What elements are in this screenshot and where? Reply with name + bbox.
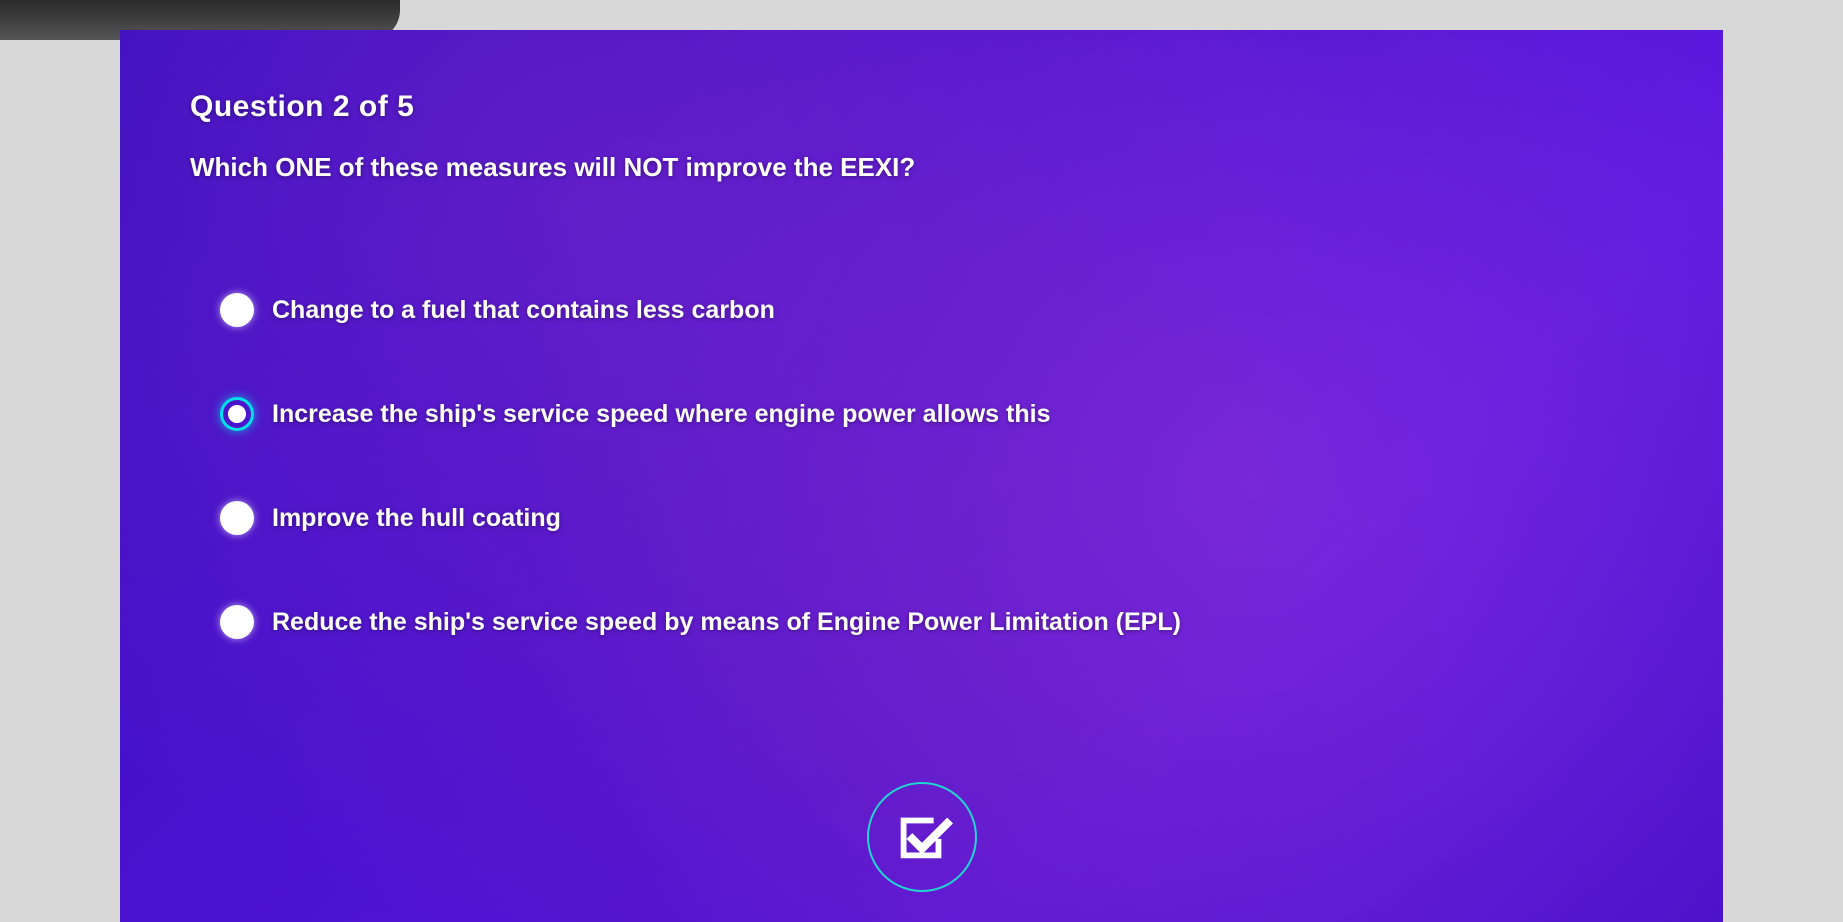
screen: Question 2 of 5 Which ONE of these measu… [0,0,1843,922]
checkbox-checked-icon [891,804,953,871]
radio-icon[interactable] [220,501,254,535]
option-label: Reduce the ship's service speed by means… [272,608,1181,637]
question-text: Which ONE of these measures will NOT imp… [190,152,1653,183]
counter-prefix: Question [190,90,324,123]
submit-area [120,782,1723,892]
option-0[interactable]: Change to a fuel that contains less carb… [220,293,1653,327]
option-label: Change to a fuel that contains less carb… [272,296,775,325]
counter-of: of [359,90,388,123]
option-3[interactable]: Reduce the ship's service speed by means… [220,605,1653,639]
quiz-panel: Question 2 of 5 Which ONE of these measu… [120,30,1723,922]
counter-total: 5 [397,90,414,123]
option-label: Increase the ship's service speed where … [272,400,1050,429]
options-list: Change to a fuel that contains less carb… [220,293,1653,639]
question-counter: Question 2 of 5 [190,90,1653,124]
option-1[interactable]: Increase the ship's service speed where … [220,397,1653,431]
radio-icon[interactable] [220,293,254,327]
radio-icon-selected[interactable] [220,397,254,431]
counter-current: 2 [333,90,350,123]
option-2[interactable]: Improve the hull coating [220,501,1653,535]
option-label: Improve the hull coating [272,504,561,533]
submit-button[interactable] [867,782,977,892]
radio-icon[interactable] [220,605,254,639]
